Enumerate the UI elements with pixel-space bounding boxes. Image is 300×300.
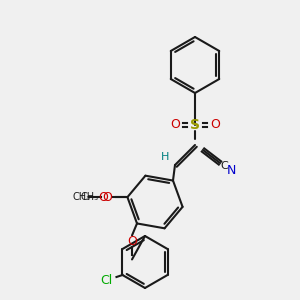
Text: Cl: Cl [100,274,112,287]
Text: O: O [103,190,112,204]
Text: S: S [190,118,200,132]
Text: CH₃: CH₃ [72,192,91,202]
Text: CH₃: CH₃ [80,192,98,202]
Text: O: O [98,190,108,204]
Text: H: H [161,152,169,162]
Text: O: O [170,118,180,131]
Text: O: O [127,235,137,248]
Text: O: O [210,118,220,131]
Text: C: C [220,161,228,171]
Text: N: N [226,164,236,176]
